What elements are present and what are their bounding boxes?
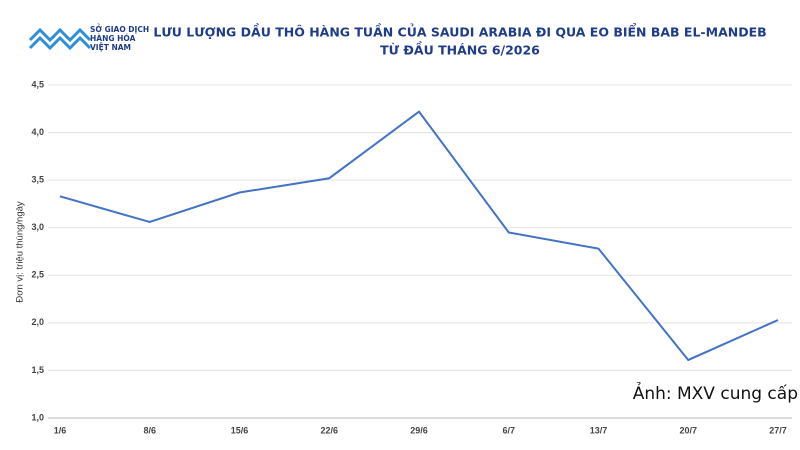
x-tick-label: 27/7 [769,425,787,435]
y-tick-label: 1,0 [31,412,44,422]
y-axis-label: Đơn vị: triệu thùng/ngày [15,201,26,303]
x-tick-label: 15/6 [231,425,249,435]
logo-wave [28,27,92,43]
x-tick-label: 13/7 [590,425,608,435]
logo-text: HÀNG HÓA [90,34,136,43]
logo-text: SỞ GIAO DỊCH [90,24,149,34]
x-tick-label: 8/6 [143,425,156,435]
annotation: Ảnh: MXV cung cấp [633,381,798,404]
logo-wave [28,35,92,51]
y-tick-label: 3,5 [31,175,44,185]
y-tick-label: 1,5 [31,365,44,375]
x-tick-label: 6/7 [502,425,515,435]
y-tick-label: 4,5 [31,79,44,89]
chart-title: TỪ ĐẦU THÁNG 6/2026 [380,41,540,58]
x-tick-label: 1/6 [54,425,67,435]
y-tick-label: 4,0 [31,127,44,137]
x-tick-label: 20/7 [679,425,697,435]
chart-title: LƯU LƯỢNG DẦU THÔ HÀNG TUẦN CỦA SAUDI AR… [153,23,766,40]
logo-icon [28,27,92,51]
x-tick-label: 22/6 [320,425,338,435]
logo-text: VIỆT NAM [90,43,131,52]
y-tick-label: 3,0 [31,222,44,232]
y-tick-label: 2,5 [31,270,44,280]
y-tick-label: 2,0 [31,317,44,327]
x-tick-label: 29/6 [410,425,428,435]
data-line [59,110,779,362]
